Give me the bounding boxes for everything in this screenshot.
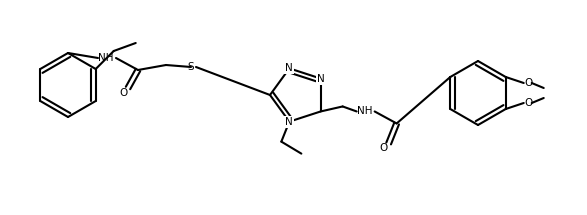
Text: NH: NH (98, 53, 114, 63)
Text: O: O (525, 78, 533, 88)
Text: O: O (119, 88, 127, 98)
Text: O: O (380, 143, 388, 154)
Text: N: N (285, 63, 294, 73)
Text: N: N (285, 117, 294, 127)
Text: NH: NH (357, 106, 372, 117)
Text: S: S (188, 62, 194, 72)
Text: N: N (317, 74, 325, 84)
Text: O: O (525, 98, 533, 108)
